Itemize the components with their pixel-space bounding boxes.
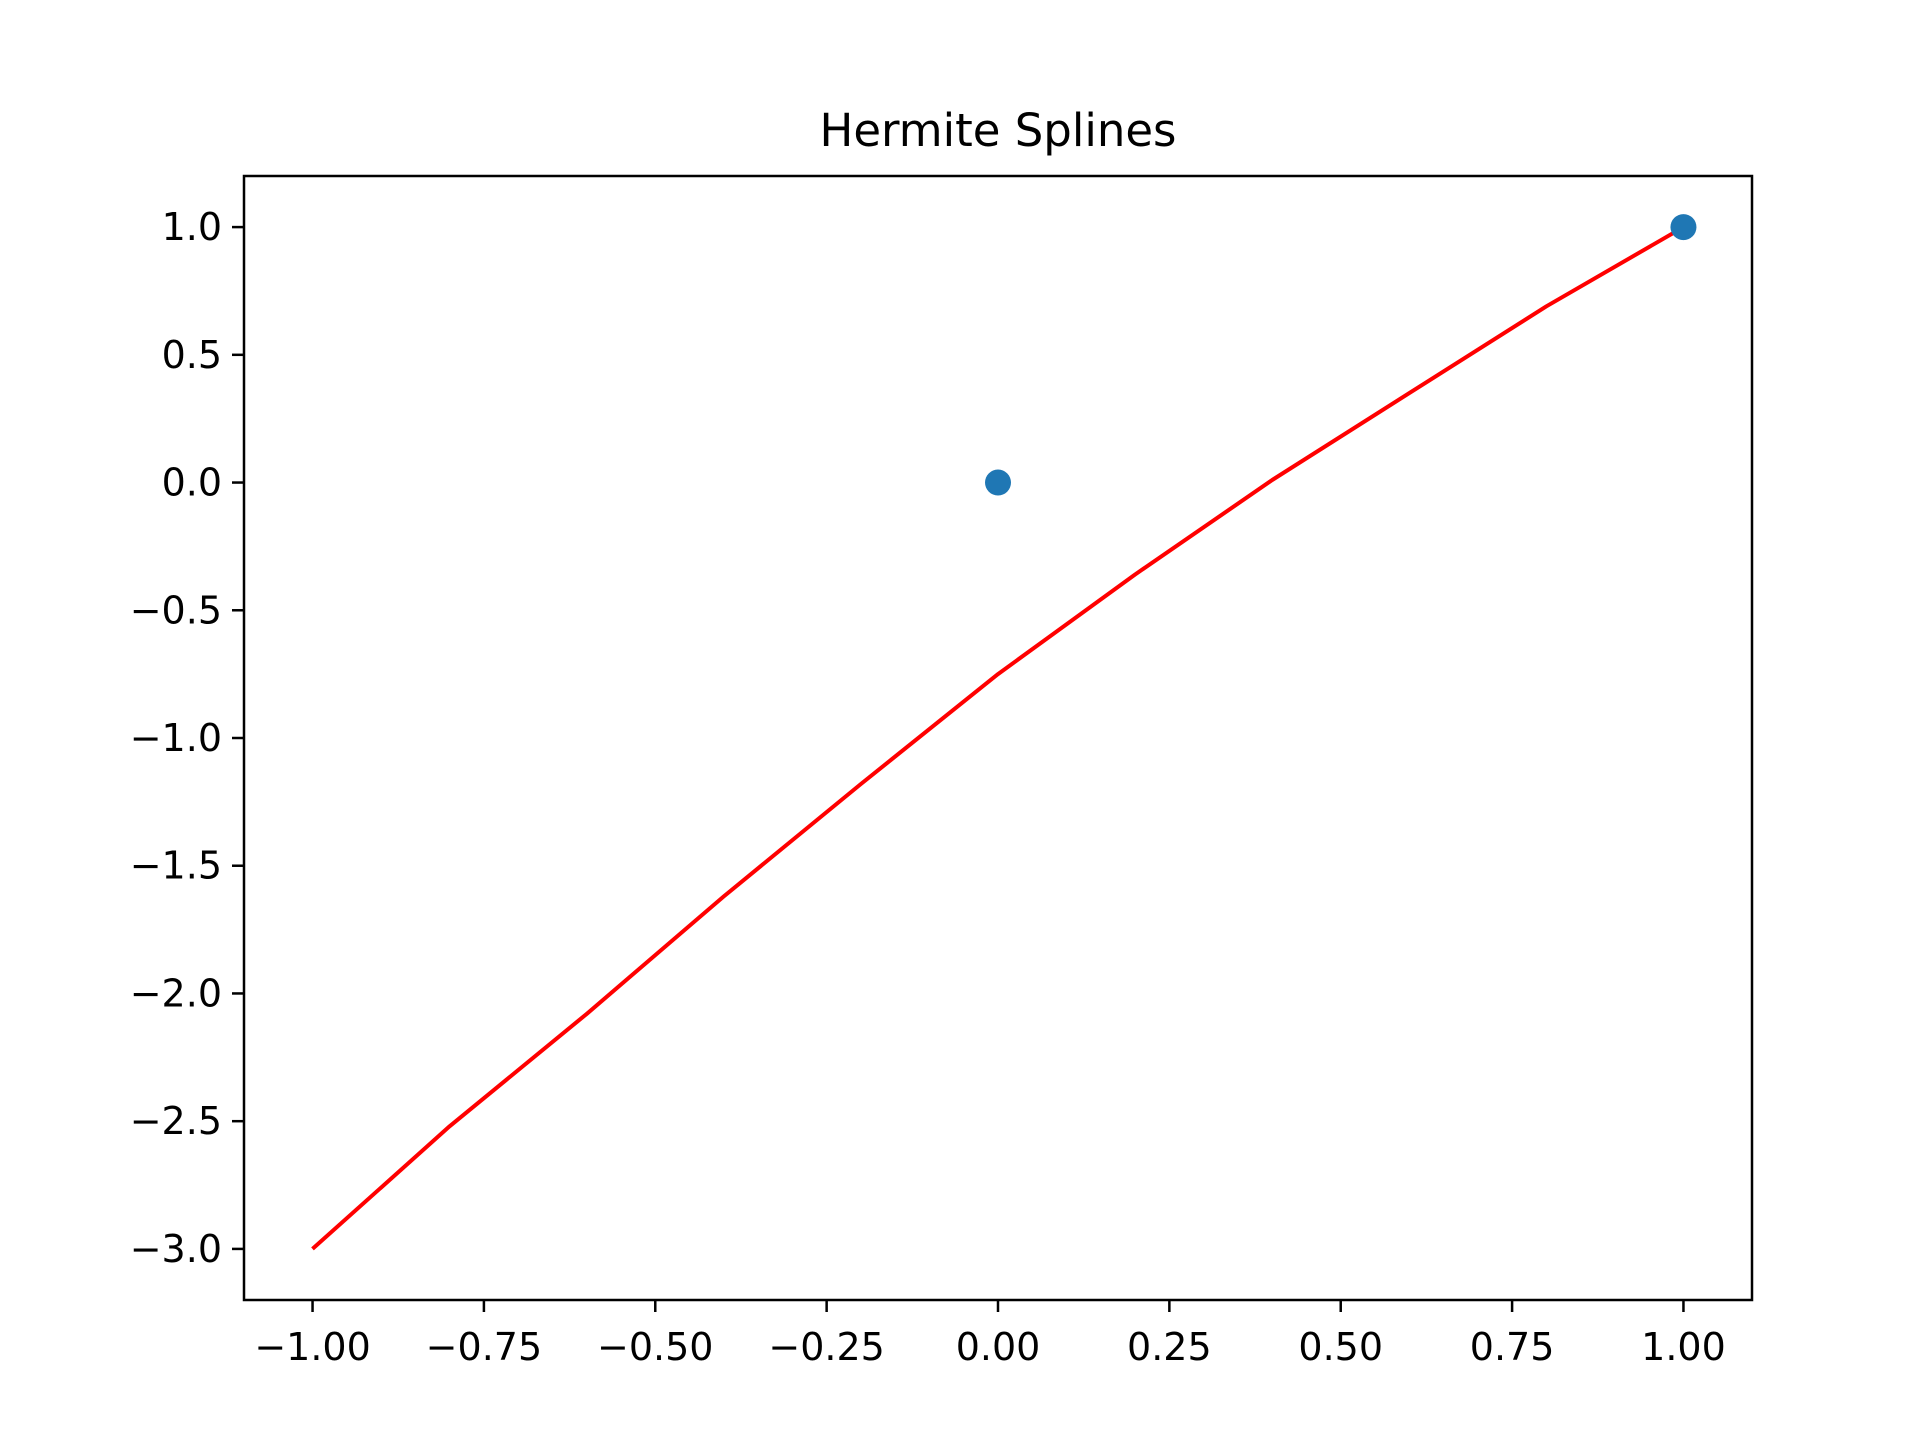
axes-frame: [242, 174, 1754, 1302]
y-tick-label: −3.0: [130, 1227, 222, 1271]
x-tick-label: −1.00: [254, 1325, 370, 1369]
y-tick-label: 0.5: [162, 333, 222, 377]
x-tick-label: 0.75: [1470, 1325, 1555, 1369]
data-point: [985, 469, 1011, 496]
x-tick-label: −0.25: [768, 1325, 884, 1369]
x-tick-label: −0.75: [426, 1325, 542, 1369]
x-tick-label: −0.50: [597, 1325, 713, 1369]
x-tick-label: 0.00: [956, 1325, 1041, 1369]
x-axis: −1.00 −0.75 −0.50 −0.25 0.00 0.25 0.50 0.75 1.00: [254, 1300, 1726, 1369]
y-tick-label: 0.0: [162, 461, 222, 505]
x-tick-label: 0.25: [1127, 1325, 1212, 1369]
y-tick-label: −2.0: [130, 971, 222, 1015]
x-tick-label: 1.00: [1641, 1325, 1726, 1369]
spline-line: [311, 225, 1685, 1251]
y-tick-label: −2.5: [130, 1099, 222, 1143]
y-tick-label: −0.5: [130, 588, 222, 632]
y-tick-label: 1.0: [162, 205, 222, 249]
y-tick-label: −1.5: [130, 844, 222, 888]
y-tick-label: −1.0: [130, 716, 222, 760]
plot-area: [311, 214, 1697, 1251]
data-point: [1670, 214, 1697, 241]
y-axis: 1.0 0.5 0.0 −0.5 −1.0 −1.5 −2.0 −2.5 −3.0: [130, 205, 244, 1271]
x-tick-label: 0.50: [1298, 1325, 1383, 1369]
chart-title: Hermite Splines: [820, 104, 1177, 157]
